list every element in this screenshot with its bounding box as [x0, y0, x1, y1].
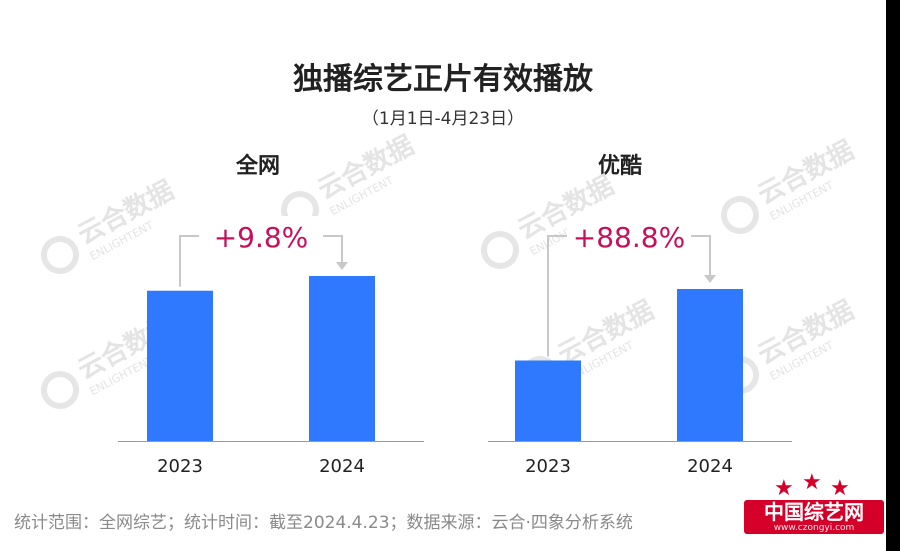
x-tick-label: 2024 [319, 456, 365, 477]
bar-2024 [677, 289, 743, 441]
x-tick-label: 2023 [157, 456, 203, 477]
star-icon: ★ [774, 476, 794, 501]
source-note: 统计范围：全网综艺；统计时间：截至2024.4.23；数据来源：云合·四象分析系… [14, 513, 633, 533]
bar-2023 [515, 360, 581, 441]
growth-label: +9.8% [214, 221, 309, 254]
arrow-down-icon [704, 275, 716, 283]
chart-panel-quanwang: 2023 2024 +9.8% [118, 216, 424, 477]
x-tick-label: 2024 [687, 456, 733, 477]
panel-title-youku: 优酷 [597, 154, 642, 179]
bar-2024 [309, 276, 375, 441]
watermark-logo-icon [481, 231, 519, 269]
right-frame-border [886, 0, 900, 551]
chart-subtitle: （1月1日-4月23日） [361, 109, 525, 129]
panel-title-quanwang: 全网 [235, 154, 280, 179]
growth-label-background [199, 216, 323, 252]
watermark-logo-icon [41, 236, 79, 274]
growth-label: +88.8% [573, 221, 685, 254]
star-icon: ★ [830, 476, 850, 501]
bar-2023 [147, 290, 213, 441]
watermark-logo-icon [41, 371, 79, 409]
chart-title: 独播综艺正片有效播放 [293, 62, 593, 97]
brand-logo: ★ ★ ★ 中国综艺网 www.czongyi.com [744, 472, 884, 536]
star-icon: ★ [802, 470, 822, 495]
x-tick-label: 2023 [525, 456, 571, 477]
brand-name: 中国综艺网 [764, 500, 864, 524]
arrow-down-icon [336, 262, 348, 270]
chart-panel-youku: 2023 2024 +88.8% [488, 216, 792, 477]
watermark-logo-icon [721, 196, 759, 234]
brand-badge [744, 500, 884, 534]
brand-url: www.czongyi.com [773, 523, 855, 533]
growth-label-background [567, 216, 691, 252]
